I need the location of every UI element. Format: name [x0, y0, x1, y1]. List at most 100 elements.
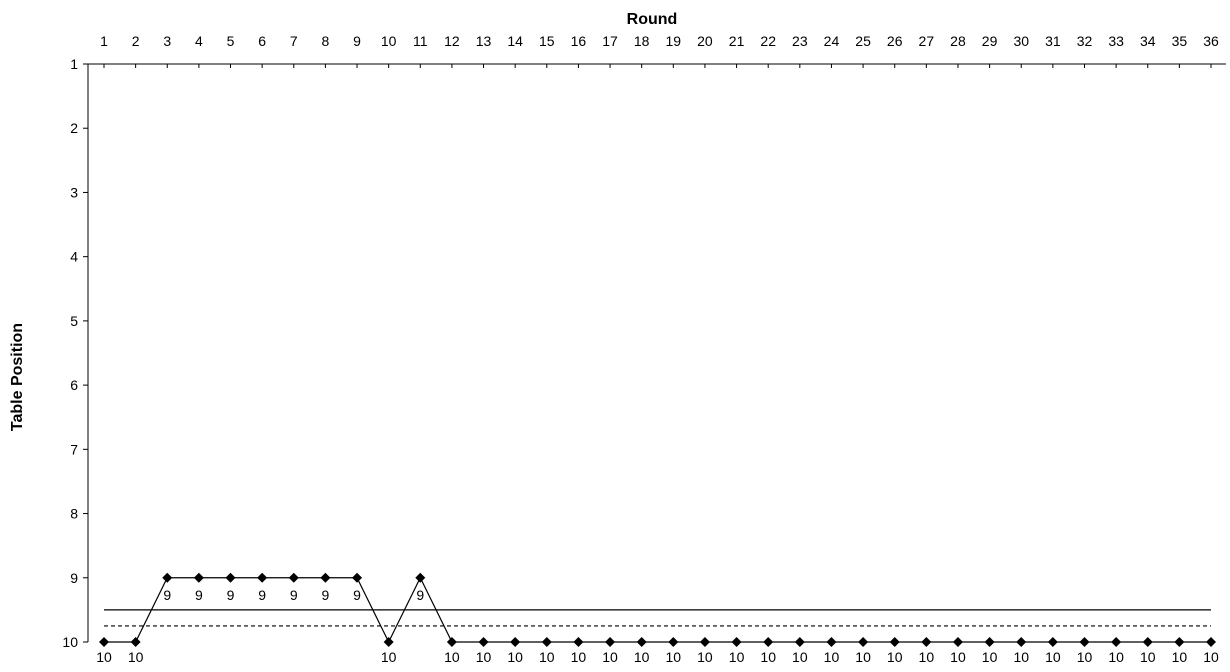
x-tick-label: 31: [1045, 33, 1061, 49]
data-point: [794, 637, 805, 647]
data-label: 10: [1013, 649, 1029, 665]
y-tick-label: 4: [70, 249, 78, 265]
x-tick-label: 12: [444, 33, 460, 49]
data-point: [193, 572, 204, 583]
y-tick-label: 2: [70, 120, 78, 136]
data-point: [636, 637, 647, 647]
y-axis-ticks: 1 2 3 4 5 6 7 8 9 10: [62, 56, 88, 650]
data-point: [889, 637, 900, 647]
data-label: 10: [982, 649, 998, 665]
data-point: [1047, 637, 1058, 647]
data-label: 10: [824, 649, 840, 665]
x-tick-label: 28: [950, 33, 966, 49]
data-point: [99, 637, 109, 647]
data-label: 10: [1108, 649, 1124, 665]
x-tick-label: 21: [729, 33, 745, 49]
data-point: [446, 637, 457, 647]
x-tick-label: 35: [1172, 33, 1188, 49]
x-tick-label: 36: [1203, 33, 1219, 49]
y-tick-label: 7: [70, 441, 78, 457]
data-point: [320, 572, 331, 583]
data-label: 9: [163, 587, 171, 603]
data-point: [541, 637, 552, 647]
x-tick-label: 8: [322, 33, 330, 49]
x-tick-label: 13: [476, 33, 492, 49]
x-tick-label: 7: [290, 33, 298, 49]
x-tick-label: 19: [666, 33, 682, 49]
data-label: 10: [792, 649, 808, 665]
x-tick-label: 34: [1140, 33, 1156, 49]
data-label: 9: [416, 587, 424, 603]
data-point: [415, 572, 426, 583]
data-point: [1174, 637, 1185, 647]
y-tick-label: 3: [70, 184, 78, 200]
data-point: [1142, 637, 1153, 647]
data-label: 9: [290, 587, 298, 603]
data-label: 10: [381, 649, 397, 665]
y-tick-label: 10: [62, 634, 78, 650]
data-point: [478, 637, 489, 647]
x-tick-label: 15: [539, 33, 555, 49]
data-label: 10: [950, 649, 966, 665]
x-tick-label: 1: [100, 33, 108, 49]
reference-lines: [104, 609, 1211, 627]
axes: [87, 63, 1226, 642]
x-tick-label: 27: [919, 33, 935, 49]
data-label: 10: [1140, 649, 1156, 665]
data-point: [699, 637, 710, 647]
data-point: [162, 572, 173, 583]
data-label: 9: [227, 587, 235, 603]
x-tick-label: 18: [634, 33, 650, 49]
x-tick-label: 6: [258, 33, 266, 49]
data-point: [352, 572, 363, 583]
data-point: [510, 637, 521, 647]
x-axis-ticks: 1 2 3 4 5 6 7 8 9 10 11 12 13 14 15 16 17 18 19 20 21 22 23 24 2…: [100, 33, 1219, 68]
y-tick-label: 9: [70, 570, 78, 586]
data-point: [921, 637, 932, 647]
data-label: 10: [1077, 649, 1093, 665]
y-axis-title: Table Position: [9, 323, 26, 431]
data-label: 10: [760, 649, 776, 665]
data-point: [763, 637, 774, 647]
data-point: [1111, 637, 1122, 647]
data-point: [984, 637, 995, 647]
data-label: 10: [96, 649, 112, 665]
x-tick-label: 22: [760, 33, 776, 49]
x-tick-label: 32: [1077, 33, 1093, 49]
x-tick-label: 24: [824, 33, 840, 49]
data-label: 10: [855, 649, 871, 665]
data-label: 10: [634, 649, 650, 665]
x-tick-label: 3: [163, 33, 171, 49]
data-point: [668, 637, 679, 647]
x-tick-label: 10: [381, 33, 397, 49]
data-label: 10: [919, 649, 935, 665]
x-tick-label: 23: [792, 33, 808, 49]
data-label: 9: [353, 587, 361, 603]
data-label: 10: [602, 649, 618, 665]
x-tick-label: 14: [507, 33, 523, 49]
x-tick-label: 2: [132, 33, 140, 49]
data-point: [288, 572, 299, 583]
x-tick-label: 9: [353, 33, 361, 49]
data-point: [1016, 637, 1027, 647]
data-label: 10: [539, 649, 555, 665]
data-label: 10: [476, 649, 492, 665]
data-label: 10: [697, 649, 713, 665]
y-tick-label: 6: [70, 377, 78, 393]
data-label: 10: [887, 649, 903, 665]
data-label: 10: [729, 649, 745, 665]
data-label: 10: [507, 649, 523, 665]
x-tick-label: 5: [227, 33, 235, 49]
chart-title: Round: [627, 11, 678, 28]
x-tick-label: 29: [982, 33, 998, 49]
data-point: [257, 572, 268, 583]
x-tick-label: 4: [195, 33, 203, 49]
data-point: [605, 637, 616, 647]
data-point: [731, 637, 742, 647]
series-position: [99, 572, 1216, 647]
data-label: 10: [666, 649, 682, 665]
data-point: [130, 637, 141, 647]
x-tick-label: 20: [697, 33, 713, 49]
series-line: [104, 576, 1211, 644]
